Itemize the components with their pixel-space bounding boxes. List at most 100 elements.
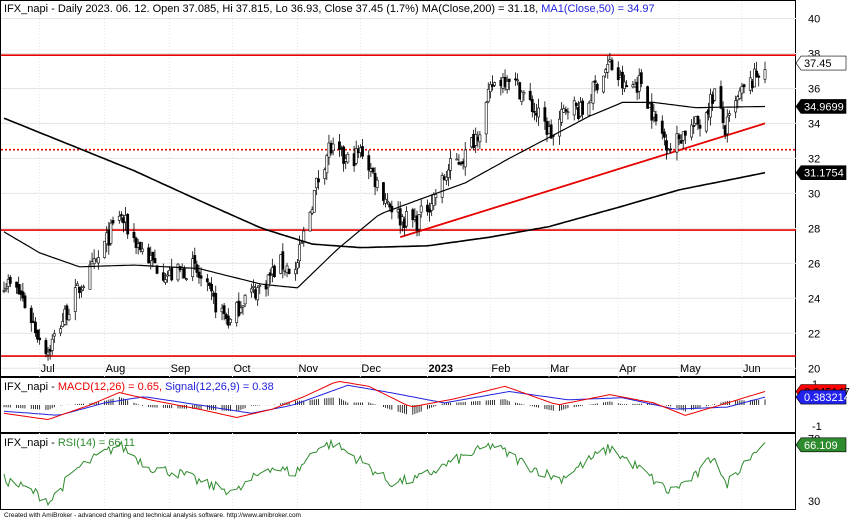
candle-body xyxy=(210,283,213,292)
candle-body xyxy=(382,182,385,201)
candle-body xyxy=(308,211,312,232)
candle-body xyxy=(734,100,738,113)
x-tick-label: Feb xyxy=(491,363,510,375)
candle-body xyxy=(704,112,708,132)
candle-body xyxy=(478,134,482,143)
candle-body xyxy=(528,90,532,100)
candle-body xyxy=(719,86,723,109)
macd-indicator xyxy=(3,380,766,421)
candle-body xyxy=(725,116,729,135)
y-tick-label: 20 xyxy=(808,363,820,375)
x-tick-label: Mar xyxy=(550,363,569,375)
candle-body xyxy=(140,248,144,253)
rsi-line xyxy=(3,438,766,507)
price-value-tag: 37.45 xyxy=(804,58,832,70)
candle-body xyxy=(197,271,201,278)
ma50-line xyxy=(3,101,766,289)
x-tick-label: Oct xyxy=(234,363,251,375)
candle-body xyxy=(639,72,643,84)
candle-body xyxy=(493,82,496,86)
y-tick-label: 30 xyxy=(808,188,820,200)
candle-body xyxy=(388,203,392,208)
candle-body xyxy=(182,268,186,279)
y-tick-label: 28 xyxy=(808,223,820,235)
candle-body xyxy=(669,148,673,151)
candle-body xyxy=(763,69,767,80)
rsi-indicator xyxy=(3,438,766,507)
candle-body xyxy=(199,275,203,279)
candle-body xyxy=(164,279,167,283)
candle-body xyxy=(296,262,299,269)
footer-credit: Created with AmiBroker - advanced charti… xyxy=(4,512,301,519)
price-value-tag-bg xyxy=(795,165,847,181)
x-tick-label: 2023 xyxy=(428,363,452,375)
candle-body xyxy=(184,278,188,281)
candle-body xyxy=(241,305,245,308)
candle-body xyxy=(367,155,371,171)
candle-body xyxy=(488,84,492,93)
macd-line xyxy=(3,380,766,421)
candle-body xyxy=(444,176,448,181)
candle-body xyxy=(119,214,123,216)
rsi-panel-frame xyxy=(0,433,796,510)
candle-body xyxy=(610,59,614,70)
candle-body xyxy=(287,268,291,274)
candle-body xyxy=(249,288,253,293)
rsi-value-tag: 66.109 xyxy=(804,440,838,452)
price-value-tag-bg xyxy=(795,55,847,71)
candle-body xyxy=(440,175,444,198)
candle-body xyxy=(80,289,83,292)
candle-body xyxy=(522,92,526,95)
candle-body xyxy=(543,107,547,122)
candle-body xyxy=(564,109,568,112)
macd-title: IFX_napi - MACD(12,26) = 0.65, Signal(12… xyxy=(4,381,274,393)
candle-body xyxy=(52,333,56,337)
price-value-tag: 31.1754 xyxy=(804,168,844,180)
candle-body xyxy=(73,287,77,312)
candle-body xyxy=(65,305,69,320)
candle-body xyxy=(375,179,379,188)
candle-body xyxy=(662,131,666,138)
candle-body xyxy=(574,103,578,107)
candle-body xyxy=(36,329,39,340)
candle-body xyxy=(371,167,375,173)
y-tick-label: 22 xyxy=(808,328,820,340)
candle-body xyxy=(591,81,595,104)
candle-body xyxy=(258,285,262,287)
candle-body xyxy=(193,255,197,264)
candle-body xyxy=(530,98,534,113)
candle-body xyxy=(709,94,712,118)
candle-body xyxy=(449,158,452,171)
candle-body xyxy=(727,113,731,116)
macd-value-tag: 0.383214 xyxy=(804,392,850,404)
candle-body xyxy=(587,102,591,116)
candle-body xyxy=(753,68,756,88)
candle-body xyxy=(572,100,576,116)
candle-body xyxy=(738,90,742,99)
candle-body xyxy=(484,102,488,135)
candle-body xyxy=(386,200,390,203)
candle-body xyxy=(239,307,243,313)
candle-body xyxy=(520,91,524,103)
candle-body xyxy=(111,220,115,224)
x-tick-label: Dec xyxy=(361,363,381,375)
y-tick-label: 24 xyxy=(808,293,820,305)
candle-body xyxy=(229,318,232,323)
candle-body xyxy=(713,88,717,101)
candle-body xyxy=(155,265,159,274)
x-tick-label: Aug xyxy=(106,363,126,375)
candle-body xyxy=(625,85,629,88)
candle-body xyxy=(153,257,157,264)
candle-body xyxy=(755,70,759,78)
candle-body xyxy=(8,276,12,284)
candle-body xyxy=(721,108,725,123)
rsi-title: IFX_napi - RSI(14) = 66.11 xyxy=(4,437,135,449)
y-tick-label: 32 xyxy=(808,153,820,165)
price-title: IFX_napi - Daily 2023. 06. 12. Open 37.0… xyxy=(4,3,655,15)
candle-body xyxy=(757,75,761,78)
candle-body xyxy=(214,293,218,313)
candle-body xyxy=(92,258,96,264)
rsi-tick-label: 30 xyxy=(808,496,820,508)
candle-body xyxy=(170,267,174,281)
trend-line xyxy=(399,122,766,238)
